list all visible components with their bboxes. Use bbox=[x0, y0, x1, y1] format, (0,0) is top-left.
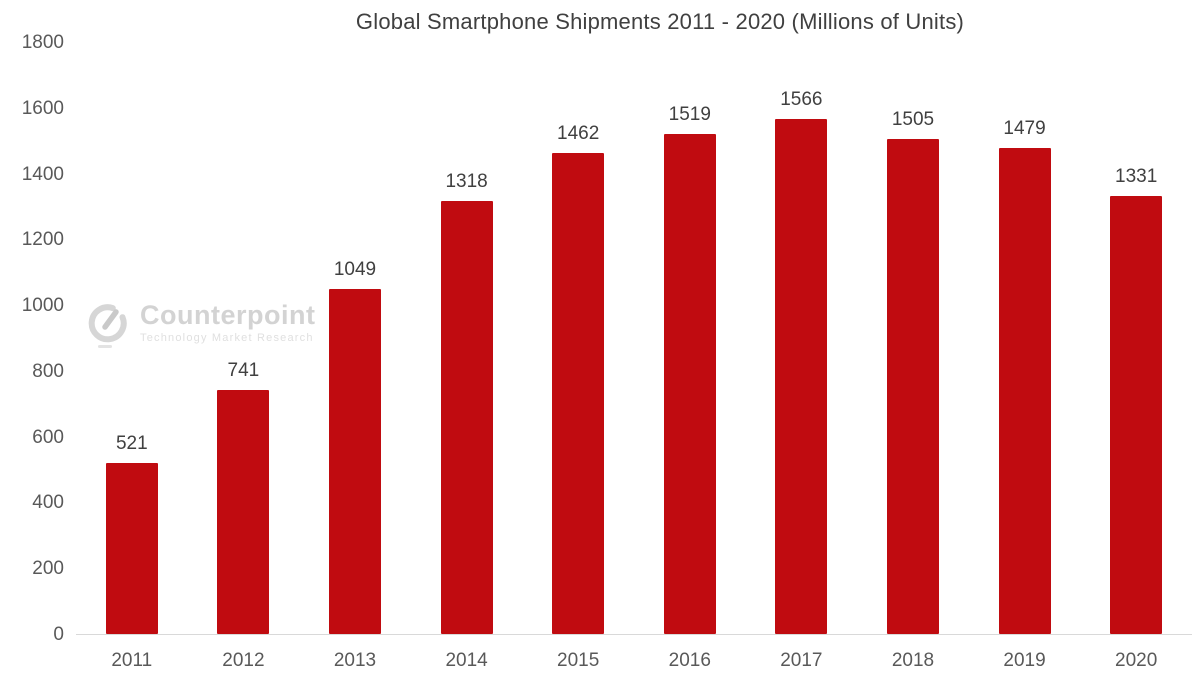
y-tick-label-400: 400 bbox=[32, 492, 64, 514]
y-tick-label-1400: 1400 bbox=[21, 163, 64, 185]
bar-slot-2013: 1049 bbox=[299, 43, 411, 634]
x-tick-label-2019: 2019 bbox=[1003, 650, 1046, 671]
x-tick-label-2020: 2020 bbox=[1115, 650, 1158, 671]
bar-value-label-2014: 1318 bbox=[445, 170, 488, 192]
x-tick-label-2013: 2013 bbox=[333, 650, 377, 671]
x-tick-label-2017: 2017 bbox=[780, 650, 823, 671]
y-tick-label-800: 800 bbox=[32, 360, 64, 382]
x-tick-label-2015: 2015 bbox=[557, 650, 600, 671]
x-tick-label-2016: 2016 bbox=[668, 650, 711, 671]
y-axis: 0 200 400 600 800 1000 1200 1400 1600 1800 bbox=[0, 0, 64, 680]
bar-slot-2015: 1462 bbox=[522, 43, 634, 634]
bar-value-label-2016: 1519 bbox=[668, 104, 711, 126]
x-tick-label-2018: 2018 bbox=[891, 650, 935, 671]
bar-value-label-2019: 1479 bbox=[1003, 117, 1046, 139]
bar-value-label-2015: 1462 bbox=[557, 123, 600, 145]
x-tick-label-2014: 2014 bbox=[445, 650, 488, 671]
bar-slot-2014: 1318 bbox=[411, 43, 523, 634]
bar-slot-2020: 1331 bbox=[1080, 43, 1192, 634]
bar-slot-2012: 741 bbox=[188, 43, 300, 634]
bar-value-label-2013: 1049 bbox=[333, 259, 377, 280]
bar-2020 bbox=[1110, 196, 1163, 634]
y-tick-label-0: 0 bbox=[53, 624, 64, 645]
y-tick-label-600: 600 bbox=[32, 426, 64, 448]
bar-slot-2017: 1566 bbox=[746, 43, 858, 634]
bar-value-label-2020: 1331 bbox=[1115, 166, 1158, 188]
bar-value-label-2018: 1505 bbox=[891, 109, 935, 131]
bar-2018 bbox=[886, 139, 939, 634]
y-tick-label-1000: 1000 bbox=[21, 295, 64, 317]
bar-2016 bbox=[663, 134, 716, 634]
bar-2014 bbox=[440, 200, 493, 634]
x-tick-label-2012: 2012 bbox=[222, 650, 265, 671]
chart-title: Global Smartphone Shipments 2011 - 2020 … bbox=[355, 9, 965, 34]
bar-2019 bbox=[998, 147, 1051, 634]
bar-value-label-2012: 741 bbox=[227, 360, 260, 382]
bar-slot-2016: 1519 bbox=[634, 43, 746, 634]
bars-container: 521 741 1049 1318 1462 1519 1566 1505 1479 1331 bbox=[76, 43, 1192, 634]
y-tick-label-200: 200 bbox=[32, 558, 64, 580]
y-tick-label-1600: 1600 bbox=[21, 97, 64, 119]
bar-slot-2018: 1505 bbox=[857, 43, 969, 634]
bar-slot-2011: 521 bbox=[76, 43, 188, 634]
x-axis: 2011 2012 2013 2014 2015 2016 2017 2018 2019 2020 bbox=[76, 650, 1192, 672]
bar-2011 bbox=[105, 462, 158, 634]
bar-2012 bbox=[217, 390, 270, 634]
bar-value-label-2017: 1566 bbox=[780, 88, 823, 110]
bar-value-label-2011: 521 bbox=[115, 432, 148, 454]
bar-slot-2019: 1479 bbox=[969, 43, 1081, 634]
bar-2015 bbox=[552, 153, 605, 634]
x-tick-label-2011: 2011 bbox=[111, 650, 153, 671]
y-tick-label-1200: 1200 bbox=[21, 229, 64, 251]
y-tick-label-1800: 1800 bbox=[21, 32, 64, 53]
bar-2013 bbox=[328, 289, 381, 634]
bar-2017 bbox=[775, 118, 828, 634]
plot-area: Counterpoint Technology Market Research … bbox=[76, 43, 1192, 635]
